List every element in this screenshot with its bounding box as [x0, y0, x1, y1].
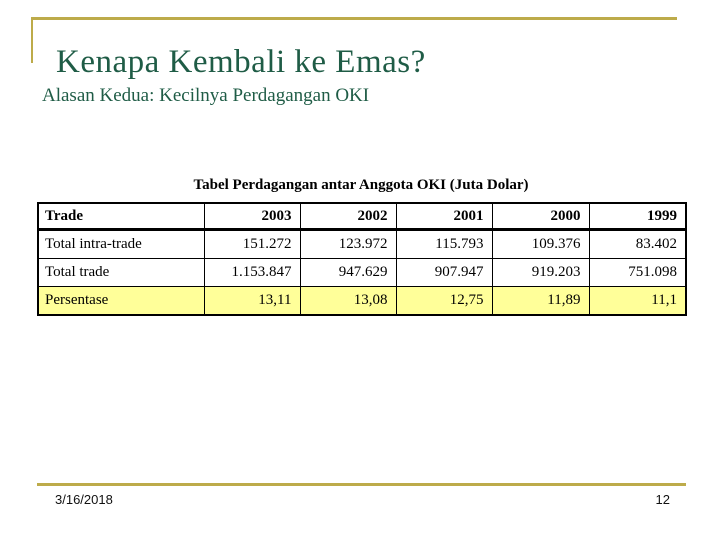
slide-subtitle: Alasan Kedua: Kecilnya Perdagangan OKI: [42, 85, 370, 106]
cell-value: 11,89: [491, 286, 590, 316]
cell-value: 1.153.847: [203, 258, 301, 287]
footer-accent-line: [37, 483, 686, 486]
cell-value: 115.793: [395, 229, 493, 259]
left-accent-line: [31, 17, 33, 63]
cell-value: 947.629: [299, 258, 397, 287]
cell-value: 751.098: [588, 258, 687, 287]
cell-value: 919.203: [491, 258, 590, 287]
cell-value: 11,1: [588, 286, 687, 316]
top-accent-line: [31, 17, 677, 20]
cell-value: 13,08: [299, 286, 397, 316]
cell-value: 109.376: [491, 229, 590, 259]
cell-value: 83.402: [588, 229, 687, 259]
table-header-row: Trade 2003 2002 2001 2000 1999: [37, 202, 687, 231]
cell-value: 12,75: [395, 286, 493, 316]
table-row-total-trade: Total trade 1.153.847 947.629 907.947 91…: [37, 258, 687, 287]
page-number: 12: [655, 492, 670, 507]
column-header-1999: 1999: [588, 202, 687, 231]
table-row-total-intra-trade: Total intra-trade 151.272 123.972 115.79…: [37, 229, 687, 259]
column-header-2003: 2003: [203, 202, 301, 231]
slide-title: Kenapa Kembali ke Emas?: [56, 44, 426, 80]
row-label: Total intra-trade: [37, 229, 205, 259]
cell-value: 123.972: [299, 229, 397, 259]
row-label: Persentase: [37, 286, 205, 316]
footer-date: 3/16/2018: [55, 492, 113, 507]
cell-value: 151.272: [203, 229, 301, 259]
cell-value: 907.947: [395, 258, 493, 287]
trade-table: Trade 2003 2002 2001 2000 1999 Total int…: [37, 202, 687, 316]
column-header-2000: 2000: [491, 202, 590, 231]
column-header-2002: 2002: [299, 202, 397, 231]
table-row-persentase: Persentase 13,11 13,08 12,75 11,89 11,1: [37, 286, 687, 316]
cell-value: 13,11: [203, 286, 301, 316]
table-caption: Tabel Perdagangan antar Anggota OKI (Jut…: [193, 177, 529, 193]
row-label: Total trade: [37, 258, 205, 287]
column-header-trade: Trade: [37, 202, 205, 231]
column-header-2001: 2001: [395, 202, 493, 231]
